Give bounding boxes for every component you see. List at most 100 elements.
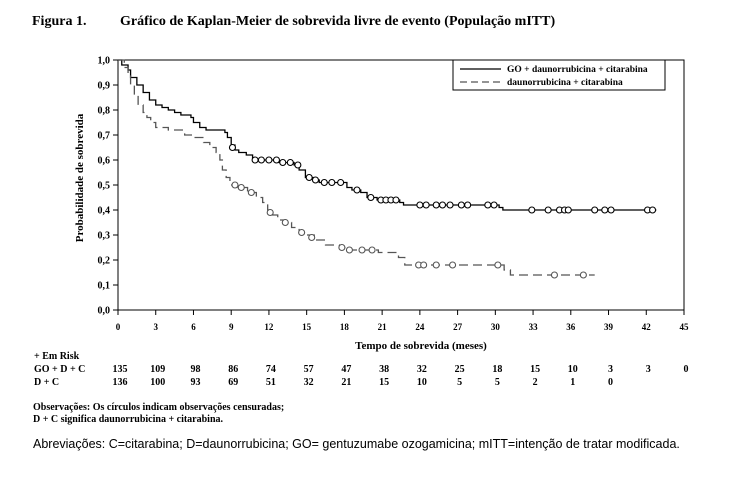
kaplan-meier-chart: 0,00,10,20,30,40,50,60,70,80,91,0 0 3 6 9 12…: [74, 56, 689, 353]
x-tick-label: 39: [604, 322, 614, 332]
censored-marker: [311, 176, 320, 184]
censored-marker: [247, 188, 255, 197]
censored-marker: [353, 186, 361, 194]
risk-cell: 15: [379, 377, 390, 388]
risk-cell: 10: [416, 377, 427, 388]
x-tick-label: 24: [415, 322, 425, 332]
censored-marker: [368, 246, 376, 254]
censored-marker: [320, 178, 328, 187]
x-tick-label: 42: [642, 322, 652, 332]
risk-cell: 100: [150, 377, 166, 388]
note-line: D + C significa daunorrubicina + citarab…: [33, 414, 224, 425]
risk-cell: 5: [457, 377, 463, 388]
censored-marker: [228, 143, 237, 152]
y-tick-label: 0,4: [98, 206, 111, 217]
risk-cell: 18: [492, 364, 503, 375]
x-tick-label: 21: [378, 322, 388, 332]
censored-marker: [446, 201, 454, 209]
y-tick-label: 0,6: [98, 156, 111, 167]
risk-cell: 38: [379, 364, 390, 375]
censored-marker: [298, 228, 306, 237]
risk-cell: 15: [530, 364, 541, 375]
figure-notes: Observações: Os círculos indicam observa…: [33, 402, 284, 426]
x-tick-label: 33: [529, 322, 539, 332]
risk-cell: 93: [190, 377, 201, 388]
censored-marker: [308, 233, 316, 242]
censored-marker: [494, 261, 502, 269]
censored-marker: [464, 201, 472, 209]
x-tick-label: 9: [229, 322, 234, 332]
censored-marker: [449, 261, 457, 269]
risk-table-header: + Em Risk: [34, 351, 80, 362]
risk-cell: 47: [341, 364, 352, 375]
x-tick-label: 27: [453, 322, 463, 332]
y-axis: 0,0 0,1 0,2 0,3 0,4 0,5 0,6 0,7 0,8 0,9 1,0: [98, 56, 118, 317]
note-line: Observações: Os círculos indicam observa…: [33, 402, 285, 413]
risk-cell: 32: [303, 377, 314, 388]
censored-marker: [544, 206, 552, 214]
censored-marker: [438, 201, 447, 209]
x-tick-label: 0: [116, 322, 121, 332]
legend-label-go: GO + daunorrubicina + citarabina: [507, 65, 648, 75]
censored-marker: [490, 201, 498, 209]
censored-marker: [528, 206, 536, 214]
risk-cell: 135: [112, 364, 128, 375]
censored-marker: [422, 201, 430, 209]
censored-marker: [367, 193, 375, 202]
risk-cell: 98: [190, 364, 201, 375]
risk-cell: 3: [645, 364, 651, 375]
censored-marker: [358, 246, 366, 254]
legend: GO + daunorrubicina + citarabina daunorr…: [452, 59, 666, 91]
risk-cell: 5: [494, 377, 500, 388]
risk-cell: 136: [112, 377, 128, 388]
y-tick-label: 0,8: [98, 106, 111, 117]
censored-marker: [550, 271, 558, 279]
censored-marker: [601, 206, 609, 214]
censored-marker: [345, 246, 353, 254]
y-axis-label: Probabilidade de sobrevida: [74, 113, 86, 242]
censored-marker: [272, 156, 281, 164]
risk-cell: 0: [608, 377, 614, 388]
y-tick-label: 0,9: [98, 81, 111, 92]
censored-marker: [432, 201, 440, 209]
risk-cell: 3: [608, 364, 614, 375]
y-tick-label: 0,3: [98, 231, 111, 242]
x-axis: 0 3 6 9 12 15 18 21 24 27 30 33 36 39 42 45: [116, 310, 689, 332]
x-tick-label: 3: [153, 322, 158, 332]
risk-row-label-go: GO + D + C: [34, 364, 86, 375]
censored-marker: [591, 206, 599, 214]
censored-marker: [392, 196, 400, 204]
x-tick-label: 6: [191, 322, 196, 332]
figure-label: Figura 1.: [32, 14, 87, 29]
censored-marker: [328, 178, 336, 187]
curve-dc: [118, 59, 595, 276]
censored-marker: [607, 206, 615, 214]
x-tick-label: 18: [340, 322, 350, 332]
censored-marker: [337, 178, 345, 187]
x-tick-label: 36: [566, 322, 576, 332]
censored-marker: [484, 201, 492, 209]
x-axis-label: Tempo de sobrevida (meses): [355, 340, 487, 352]
risk-row-label-dc: D + C: [34, 377, 60, 388]
risk-cell: 25: [454, 364, 465, 375]
risk-cell: 0: [683, 364, 689, 375]
risk-cell: 32: [416, 364, 427, 375]
legend-box: [452, 59, 666, 91]
censored-marker: [257, 156, 265, 164]
censored-marker: [237, 183, 245, 192]
censored-marker: [416, 201, 424, 209]
censored-marker: [432, 261, 440, 269]
risk-cell: 74: [265, 364, 276, 375]
censored-marker: [286, 158, 294, 167]
x-tick-label: 45: [680, 322, 690, 332]
y-tick-label: 0,0: [98, 306, 111, 317]
y-tick-label: 1,0: [98, 56, 111, 67]
censored-marker: [649, 206, 657, 214]
risk-cell: 69: [228, 377, 239, 388]
censored-marker: [279, 158, 287, 167]
censored-marker: [420, 261, 428, 269]
censored-marker: [294, 161, 302, 169]
y-tick-label: 0,2: [98, 256, 111, 267]
risk-cell: 10: [567, 364, 578, 375]
risk-cell: 86: [228, 364, 239, 375]
